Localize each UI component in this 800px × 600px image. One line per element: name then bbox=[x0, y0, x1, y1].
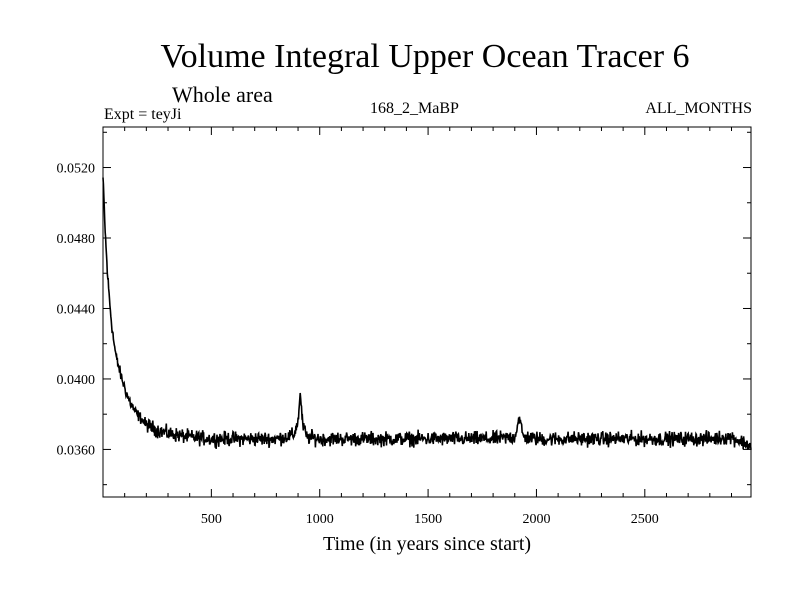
axis-tick-labels: 500 1000 1500 2000 2500 0.0360 0.0400 0.0440 0.0… bbox=[57, 162, 659, 527]
months-label: ALL_MONTHS bbox=[645, 100, 752, 117]
x-axis-label: Time (in years since start) bbox=[323, 533, 531, 555]
x-tick-label: 500 bbox=[201, 512, 222, 527]
x-tick-label: 1000 bbox=[306, 512, 334, 527]
x-tick-label: 1500 bbox=[414, 512, 442, 527]
y-tick-label: 0.0480 bbox=[57, 232, 96, 247]
y-tick-label: 0.0400 bbox=[57, 373, 96, 388]
plot-frame bbox=[102, 126, 752, 498]
x-tick-label: 2500 bbox=[631, 512, 659, 527]
chart-title: Volume Integral Upper Ocean Tracer 6 bbox=[160, 38, 690, 75]
series-line-tracer-6 bbox=[102, 177, 752, 450]
axis-ticks bbox=[103, 127, 751, 497]
x-tick-label: 2000 bbox=[522, 512, 550, 527]
chart-subtitle: Whole area bbox=[172, 82, 273, 107]
experiment-label: Expt = teyJi bbox=[104, 106, 182, 123]
y-tick-label: 0.0360 bbox=[57, 443, 96, 458]
y-tick-label: 0.0520 bbox=[57, 162, 96, 177]
y-tick-label: 0.0440 bbox=[57, 302, 96, 317]
run-id-label: 168_2_MaBP bbox=[370, 100, 459, 117]
